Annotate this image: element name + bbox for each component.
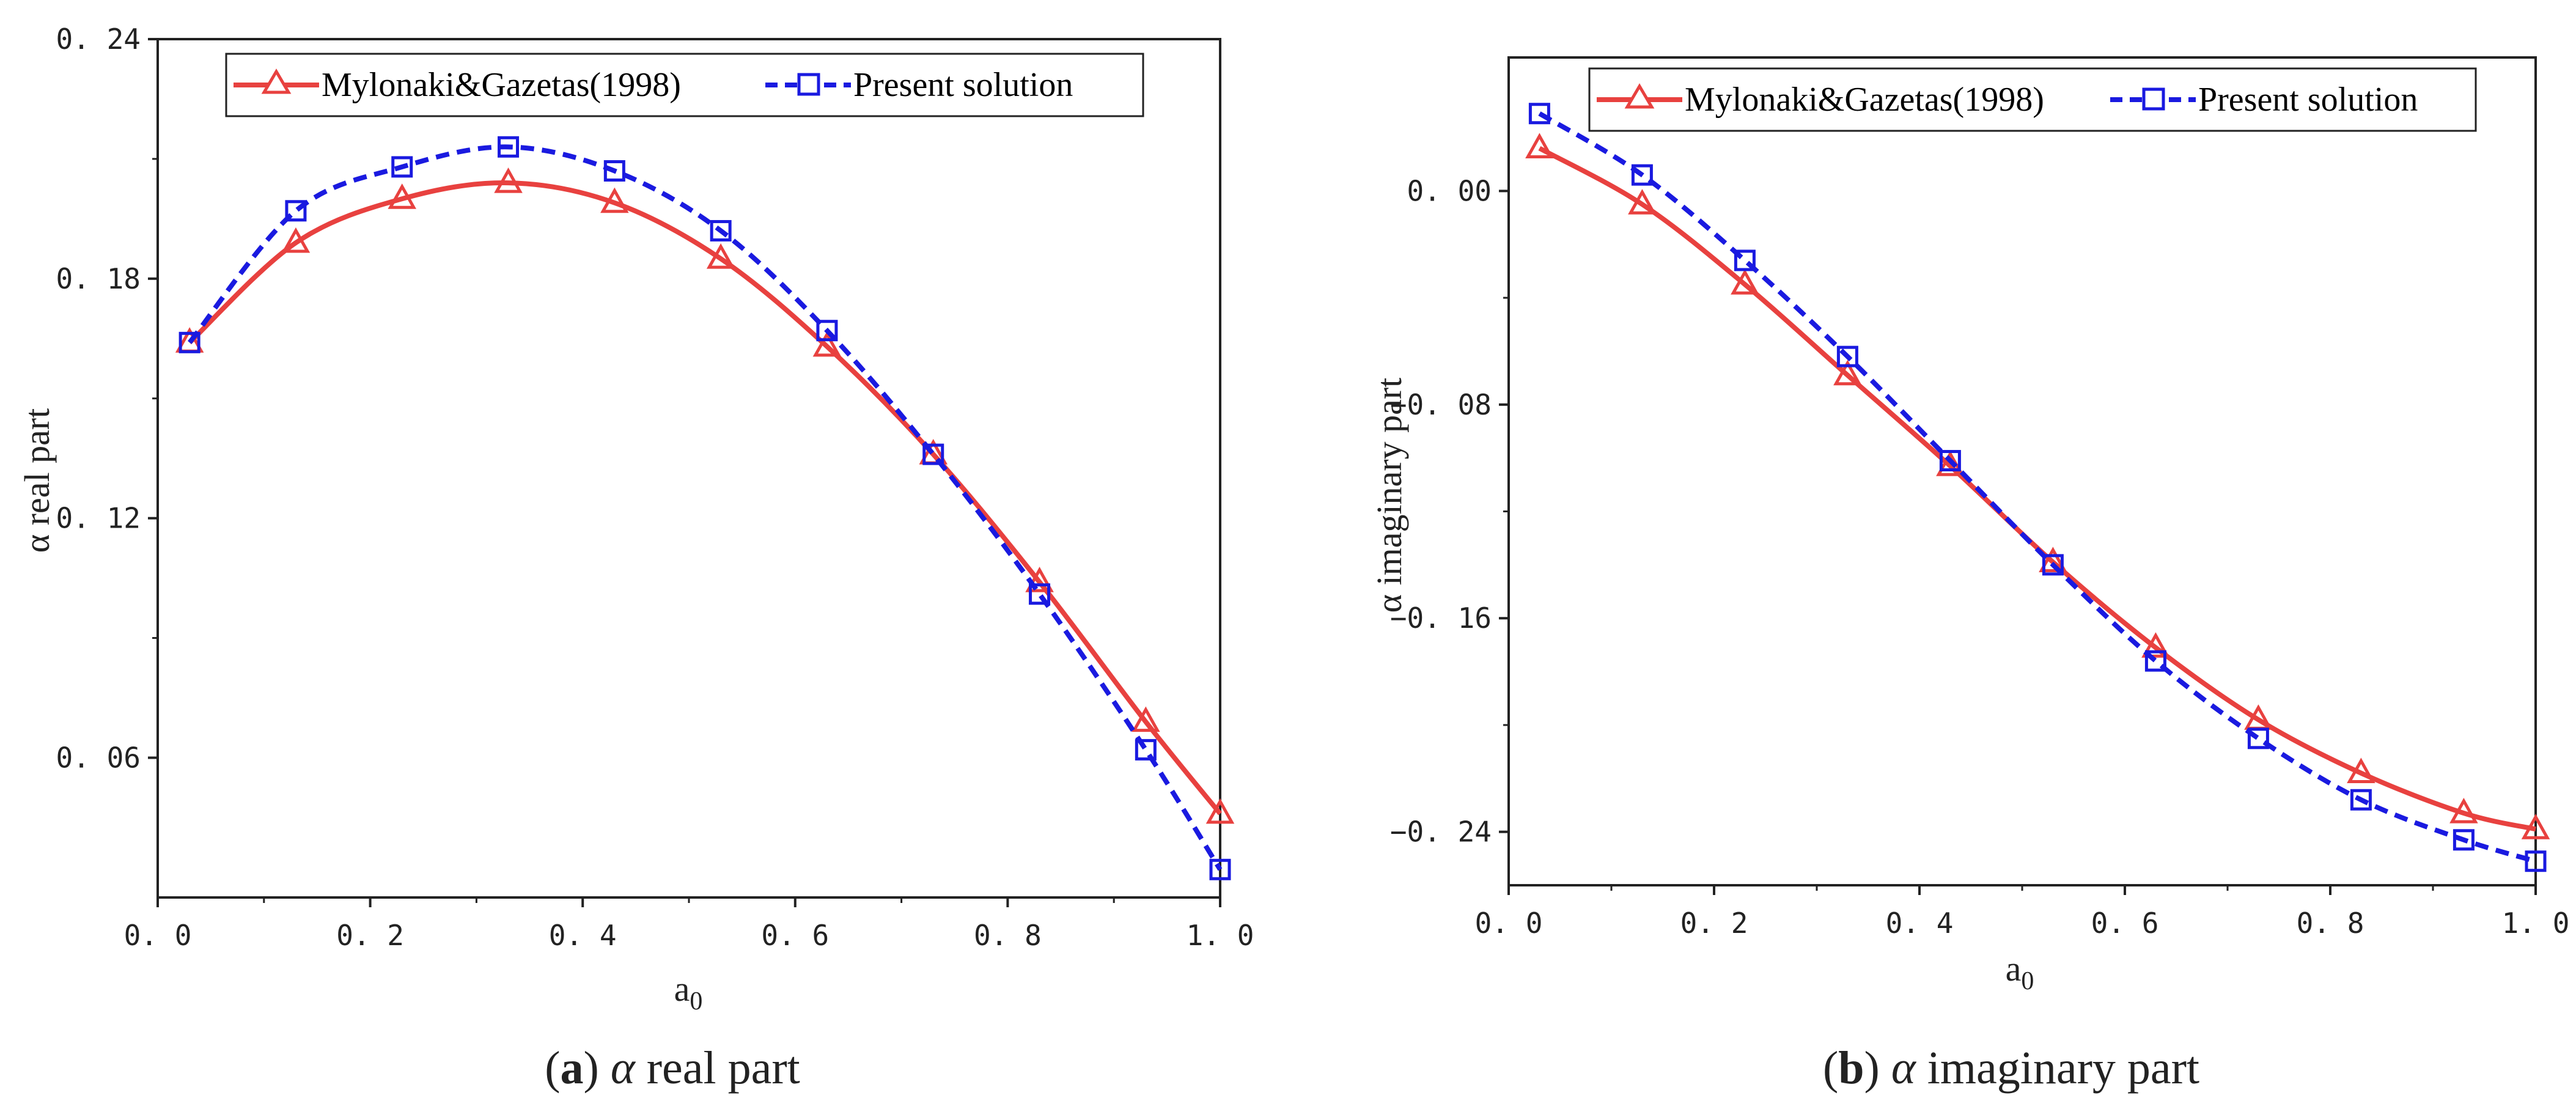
panel-b-plot-area: 0. 0 0. 2 0. 4 0. 6 0. 8 1. 0 0. 00 −0. 08 −0. 1… bbox=[1390, 56, 2570, 940]
panel-b-legend-box bbox=[1588, 67, 2477, 132]
panel-a-y-tick-label: 0. 24 bbox=[56, 23, 141, 56]
panel-a-marker-square bbox=[710, 219, 732, 241]
panel-b-marker-square bbox=[2247, 728, 2269, 750]
panel-a-marker-square bbox=[1209, 858, 1231, 880]
panel-b-marker-square bbox=[2453, 829, 2475, 851]
panel-b-marker-square bbox=[1734, 249, 1756, 271]
panel-b-marker-triangle bbox=[2039, 547, 2067, 573]
panel-b-marker-square bbox=[2525, 850, 2547, 872]
panel-a-x-tick-label: 0. 2 bbox=[336, 919, 404, 952]
panel-b-marker-square bbox=[1939, 450, 1961, 472]
panel-b-legend-label-mylonaki: Mylonaki&Gazetas(1998) bbox=[1685, 81, 2044, 119]
panel-a-marker-square bbox=[603, 160, 625, 182]
panel-a-x-tick-label: 1. 0 bbox=[1187, 919, 1254, 952]
panel-b-caption: (b) α imaginary part bbox=[1823, 1042, 2199, 1094]
panel-a-series-line-mylonaki bbox=[188, 180, 1223, 816]
panel-b-x-tick-label: 0. 4 bbox=[1886, 907, 1954, 940]
panel-a-marker-square bbox=[498, 136, 520, 158]
panel-b-y-tick-label: 0. 00 bbox=[1407, 174, 1492, 207]
panel-b-imaginary-part: 0. 0 0. 2 0. 4 0. 6 0. 8 1. 0 0. 00 −0. 08 −0. 1… bbox=[1369, 56, 2570, 1094]
panel-a-marker-square bbox=[391, 156, 413, 178]
panel-a-legend-label-present: Present solution bbox=[853, 66, 1073, 104]
panel-b-marker-triangle bbox=[2449, 797, 2478, 823]
panel-b-y-axis-label: α imaginary part bbox=[1369, 378, 1409, 613]
panel-b-y-tick-label: −0. 08 bbox=[1390, 388, 1492, 421]
panel-b-series-line-mylonaki bbox=[1538, 146, 2536, 832]
panel-b-legend-marker-square bbox=[2142, 87, 2165, 111]
panel-b-marker-square bbox=[1528, 103, 1550, 125]
panel-b-legend-marker-triangle bbox=[1624, 83, 1655, 109]
panel-b-x-axis-label: a0 bbox=[2006, 949, 2034, 995]
panel-a-y-tick-label: 0. 06 bbox=[56, 741, 141, 774]
panel-a-marker-square bbox=[816, 320, 838, 342]
panel-a-legend-label-mylonaki: Mylonaki&Gazetas(1998) bbox=[322, 66, 681, 104]
panel-b-marker-square bbox=[1631, 164, 1653, 186]
panel-a-x-tick-label: 0. 4 bbox=[549, 919, 617, 952]
panel-b-marker-square bbox=[2350, 789, 2372, 811]
panel-a-plot-area: 0. 0 0. 2 0. 4 0. 6 0. 8 1. 0 0. 06 0. 12 0. 18 0… bbox=[56, 23, 1254, 952]
panel-b-y-tick-label: −0. 16 bbox=[1390, 602, 1492, 635]
panel-a-x-tick-label: 0. 0 bbox=[124, 919, 192, 952]
panel-a-marker-square bbox=[178, 331, 201, 353]
panel-b-legend-label-present: Present solution bbox=[2198, 81, 2418, 119]
panel-a-legend-box bbox=[225, 53, 1144, 117]
panel-a-legend-marker-square bbox=[797, 73, 820, 96]
panel-b-marker-triangle bbox=[2521, 814, 2550, 839]
panel-a-marker-square bbox=[285, 200, 307, 222]
panel-a-marker-triangle bbox=[388, 183, 417, 209]
panel-a-marker-triangle bbox=[706, 243, 735, 269]
panel-b-x-tick-label: 0. 8 bbox=[2297, 907, 2364, 940]
panel-a-x-tick-label: 0. 6 bbox=[761, 919, 829, 952]
panel-a-marker-triangle bbox=[281, 227, 311, 253]
panel-b-x-tick-label: 0. 0 bbox=[1475, 907, 1543, 940]
panel-a-x-tick-label: 0. 8 bbox=[974, 919, 1042, 952]
panel-a-marker-square bbox=[1029, 583, 1051, 605]
panel-a-marker-triangle bbox=[1205, 798, 1235, 824]
panel-b-x-tick-label: 0. 6 bbox=[2091, 907, 2159, 940]
panel-b-marker-square bbox=[2042, 554, 2064, 576]
panel-a-marker-triangle bbox=[600, 187, 629, 213]
panel-b-marker-triangle bbox=[2141, 632, 2170, 658]
panel-a-legend: Mylonaki&Gazetas(1998) Present solution bbox=[225, 53, 1144, 117]
panel-b-marker-square bbox=[1836, 345, 1858, 367]
panel-a-marker-triangle bbox=[812, 331, 842, 357]
panel-b-legend: Mylonaki&Gazetas(1998) Present solution bbox=[1588, 67, 2477, 132]
panel-b-marker-square bbox=[2144, 650, 2166, 672]
panel-b-marker-triangle bbox=[1731, 269, 1759, 295]
panel-a-caption: (a) α real part bbox=[545, 1042, 800, 1094]
panel-b-y-tick-label: −0. 24 bbox=[1390, 816, 1492, 849]
panel-a-marker-triangle bbox=[494, 167, 523, 193]
panel-a-marker-square bbox=[1135, 739, 1157, 761]
panel-b-marker-triangle bbox=[1833, 359, 1862, 386]
panel-b-marker-triangle bbox=[1628, 189, 1657, 215]
panel-a-axes-frame bbox=[156, 38, 1221, 899]
panel-b-axes-frame bbox=[1507, 56, 2537, 886]
panel-a-marker-triangle bbox=[1025, 566, 1054, 592]
panel-b-marker-triangle bbox=[1525, 133, 1554, 159]
panel-b-marker-triangle bbox=[2347, 757, 2375, 784]
panel-a-marker-triangle bbox=[1132, 706, 1160, 732]
panel-a-real-part: 0. 0 0. 2 0. 4 0. 6 0. 8 1. 0 0. 06 0. 12 0. 18 0… bbox=[17, 23, 1254, 1094]
panel-b-series-line-present bbox=[1538, 111, 2537, 864]
panel-a-series-line-present bbox=[188, 144, 1223, 871]
panel-b-x-tick-label: 1. 0 bbox=[2502, 907, 2570, 940]
panel-a-legend-marker-triangle bbox=[261, 68, 292, 94]
panel-a-x-axis-label: a0 bbox=[674, 969, 703, 1015]
panel-a-y-tick-label: 0. 12 bbox=[56, 502, 141, 535]
panel-a-marker-square bbox=[922, 443, 944, 465]
panel-a-y-axis-label: α real part bbox=[17, 408, 57, 553]
panel-a-y-tick-label: 0. 18 bbox=[56, 262, 141, 295]
panel-b-x-tick-label: 0. 2 bbox=[1680, 907, 1748, 940]
